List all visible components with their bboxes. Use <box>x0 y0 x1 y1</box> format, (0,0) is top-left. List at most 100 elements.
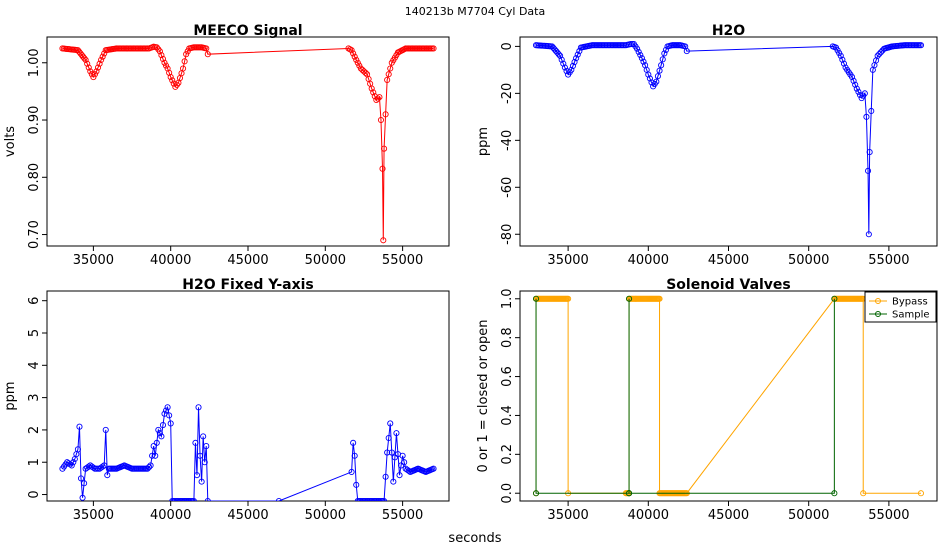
data-point <box>384 449 391 456</box>
data-point <box>155 426 162 433</box>
data-point <box>102 426 109 433</box>
data-point <box>79 494 86 501</box>
data-point <box>866 149 873 156</box>
series-sample <box>532 295 838 497</box>
data-point <box>656 67 663 74</box>
data-point <box>351 452 358 459</box>
data-point <box>861 90 868 97</box>
x-tick-label: 40000 <box>628 253 669 268</box>
x-tick-label: 55000 <box>868 508 909 523</box>
common-x-axis-label: seconds <box>448 531 501 546</box>
data-point <box>99 53 106 60</box>
data-point <box>532 490 540 497</box>
data-point <box>645 71 652 78</box>
x-tick-label: 35000 <box>73 508 114 523</box>
panel-h2o_fixed: H2O Fixed Y-axis 35000 40000 45000 50000 5500… <box>3 277 450 523</box>
y-tick-label: 2 <box>27 426 42 434</box>
data-point <box>388 449 395 456</box>
data-point <box>384 76 391 83</box>
plot-area <box>532 295 925 497</box>
series-line <box>62 46 434 241</box>
data-point <box>381 145 388 152</box>
data-point <box>653 78 660 85</box>
legend-entry-sample: Sample <box>892 310 930 321</box>
data-point <box>74 446 81 453</box>
data-point <box>374 95 381 102</box>
series-line <box>535 298 921 494</box>
y-tick-label: 0.0 <box>500 483 515 504</box>
data-point <box>163 62 170 69</box>
data-point <box>99 463 106 470</box>
data-point <box>164 404 171 411</box>
data-point <box>837 52 844 59</box>
y-axis-label: volts <box>3 126 18 157</box>
y-tick-label: -80 <box>500 224 515 245</box>
x-tick-label: 55000 <box>868 253 909 268</box>
data-point <box>656 295 663 302</box>
x-tick-label: 40000 <box>150 253 191 268</box>
data-point <box>863 113 870 120</box>
data-point <box>839 56 846 63</box>
y-tick-label: -60 <box>500 177 515 198</box>
data-point <box>362 69 369 76</box>
data-point <box>204 497 211 501</box>
y-tick-label: 0.4 <box>500 405 515 426</box>
data-point <box>387 420 394 427</box>
data-point <box>180 65 187 72</box>
legend-box <box>864 291 937 323</box>
data-point <box>917 490 925 497</box>
y-tick-label: 0.70 <box>27 220 42 249</box>
data-point <box>626 295 633 302</box>
data-point <box>88 71 95 78</box>
data-point <box>356 62 363 69</box>
data-point <box>203 443 210 450</box>
data-point <box>640 58 647 65</box>
x-tick-label: 55000 <box>382 508 423 523</box>
x-tick-label: 45000 <box>227 508 268 523</box>
data-point <box>348 468 355 475</box>
data-point <box>70 459 77 466</box>
series-line <box>62 405 434 501</box>
data-point <box>430 465 437 472</box>
panel-title: H2O <box>712 23 745 39</box>
series-h2o <box>532 40 925 238</box>
y-tick-label: 0 <box>500 42 515 50</box>
y-tick-label: 0.6 <box>500 366 515 387</box>
y-tick-label: 0.90 <box>27 106 42 135</box>
y-tick-label: 5 <box>27 329 42 337</box>
data-point <box>350 439 357 446</box>
data-point <box>874 52 881 59</box>
y-tick-label: 1.00 <box>27 48 42 77</box>
data-point <box>153 439 160 446</box>
x-tick-label: 35000 <box>547 253 588 268</box>
data-point <box>145 464 153 471</box>
data-point <box>380 237 387 244</box>
data-point <box>390 478 397 485</box>
data-point <box>560 60 567 67</box>
data-point <box>84 60 91 67</box>
data-point <box>193 472 201 479</box>
data-point <box>368 85 375 92</box>
y-tick-label: 6 <box>27 297 42 305</box>
data-point <box>573 55 580 62</box>
data-point <box>393 430 400 437</box>
panel-valves: Solenoid Valves 35000 40000 45000 50000 55000… <box>476 277 938 523</box>
data-point <box>876 50 883 58</box>
data-point <box>637 51 644 59</box>
data-point <box>91 71 98 78</box>
data-point <box>181 58 188 65</box>
data-point <box>850 77 857 84</box>
data-point <box>144 465 151 472</box>
data-point <box>831 490 838 497</box>
x-tick-label: 50000 <box>305 253 346 268</box>
data-point <box>848 73 856 80</box>
data-point <box>354 59 361 66</box>
data-point <box>877 49 884 56</box>
data-point <box>94 64 102 71</box>
data-point <box>860 490 867 497</box>
data-point <box>370 89 377 96</box>
data-point <box>377 116 385 124</box>
x-tick-label: 40000 <box>150 508 191 523</box>
y-tick-label: 0 <box>27 490 42 498</box>
